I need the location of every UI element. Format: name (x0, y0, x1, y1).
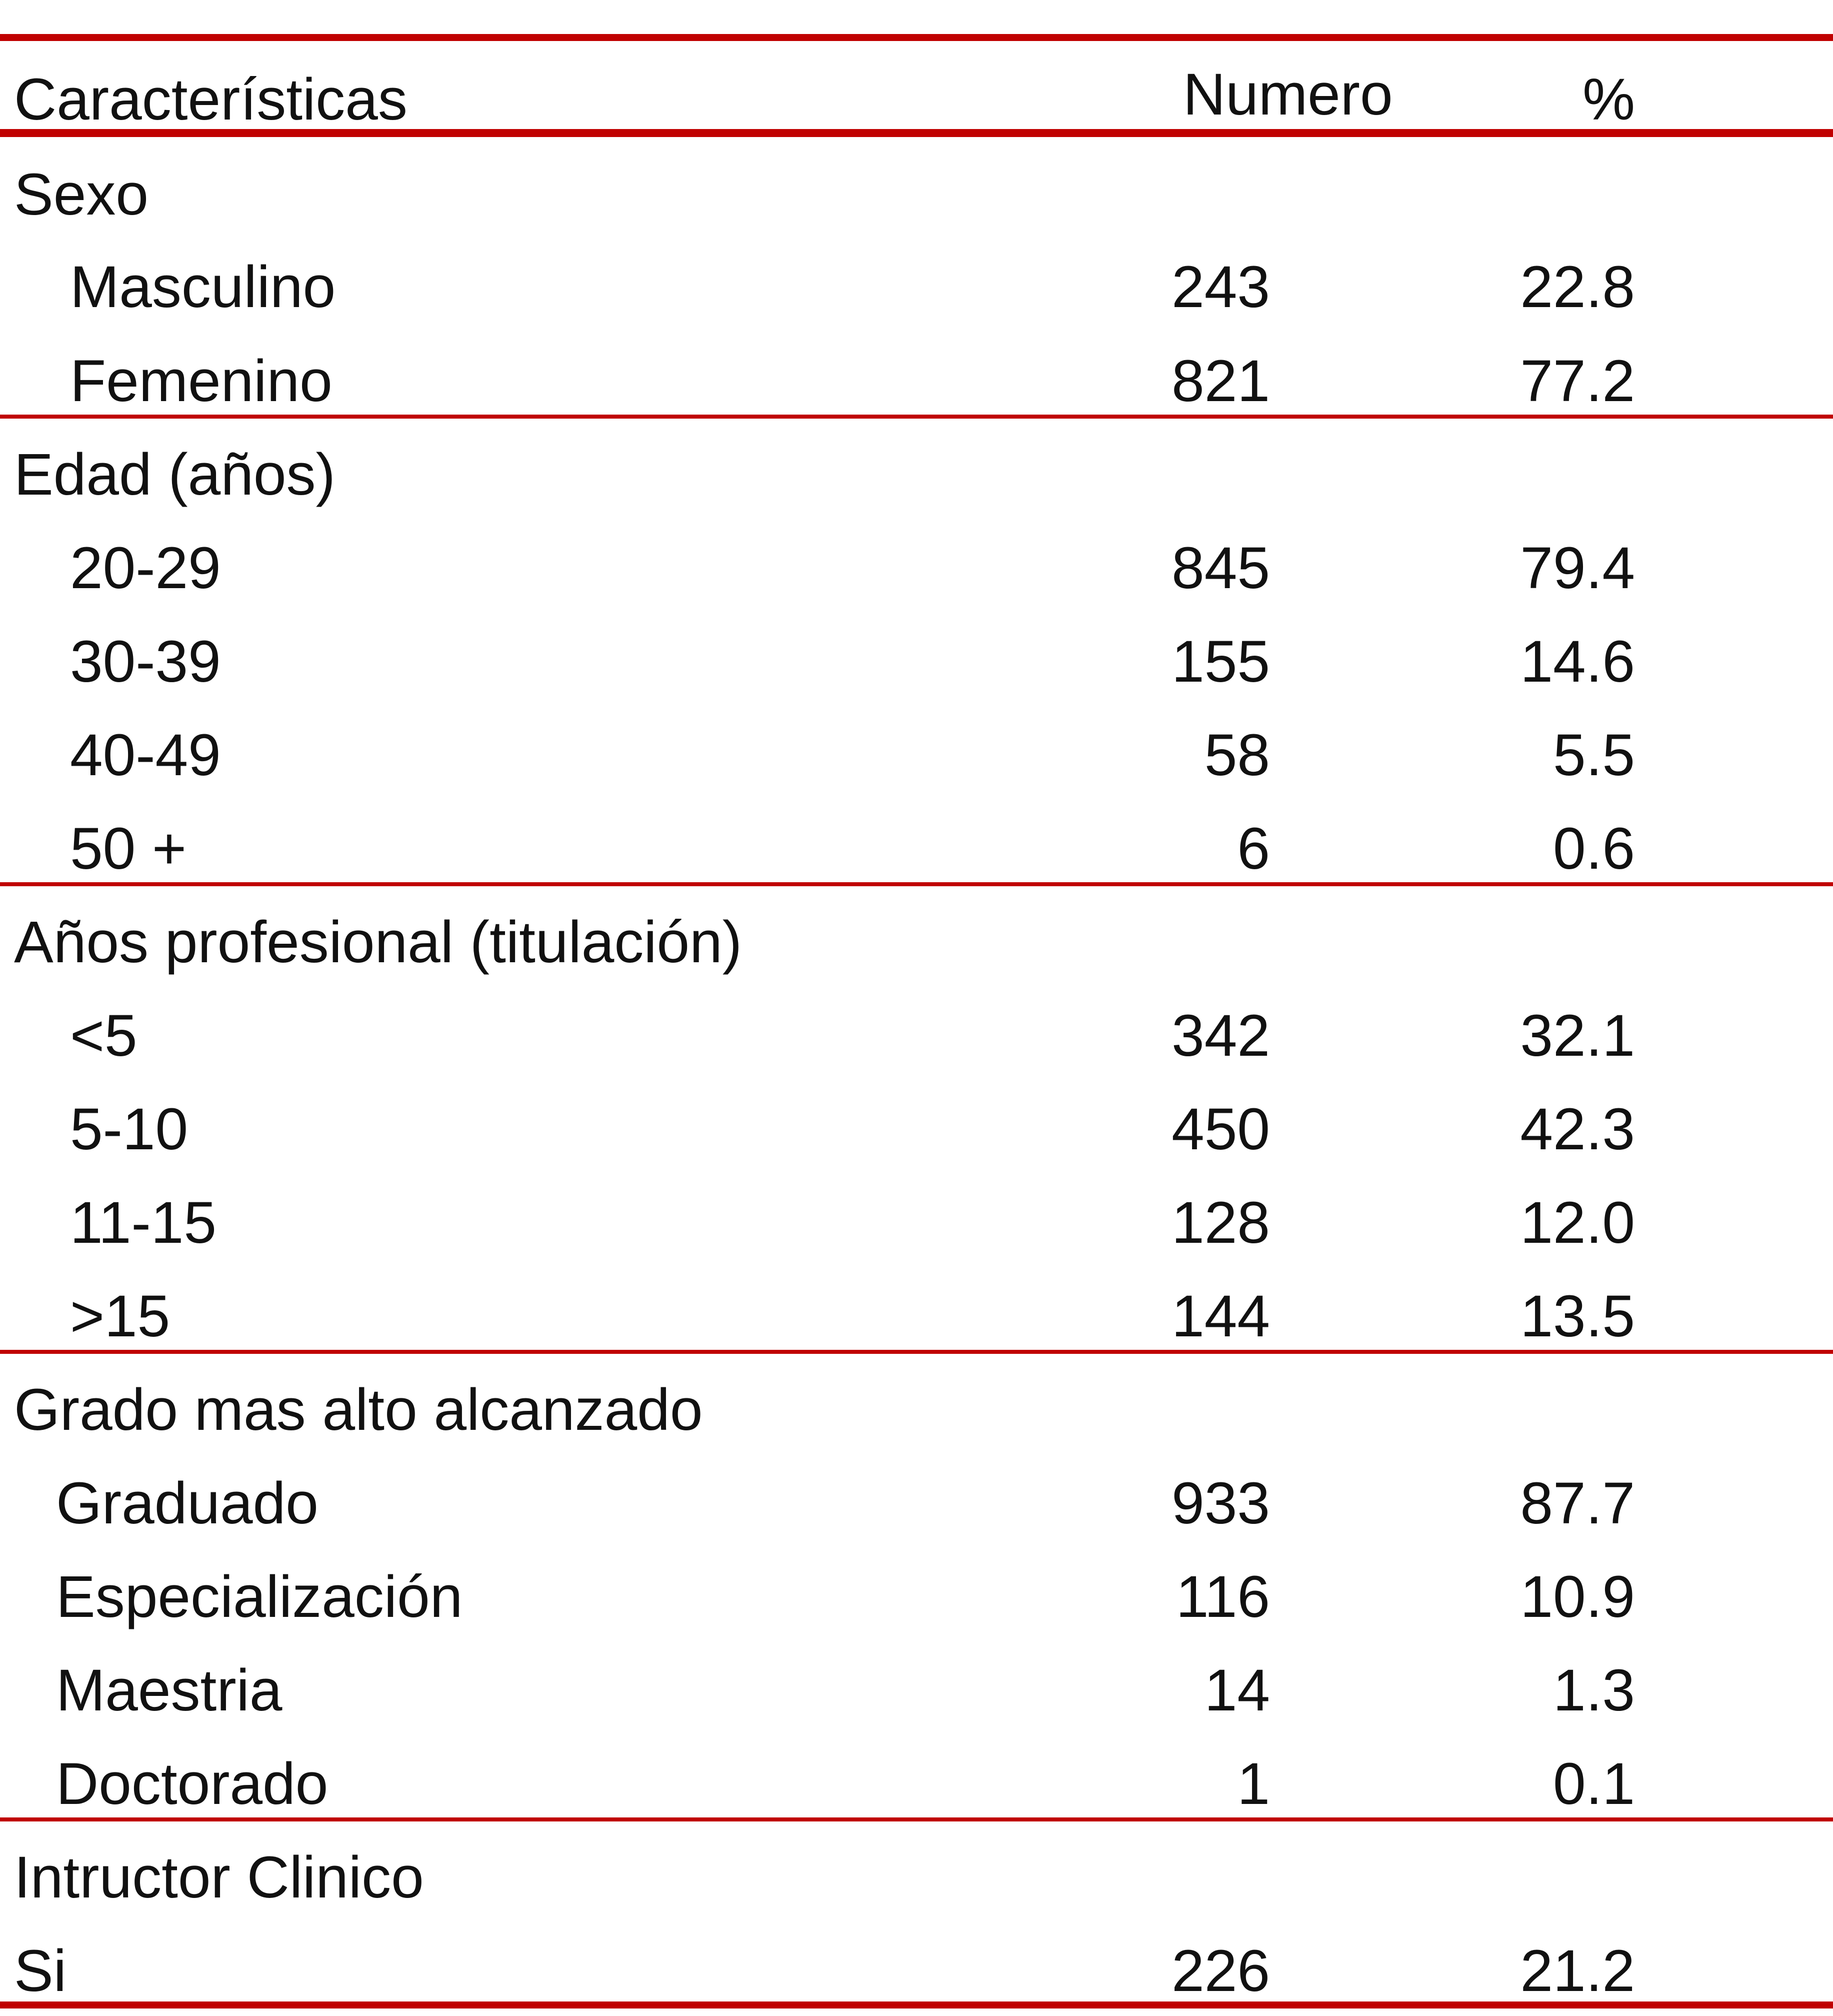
row-number: 155 (1172, 629, 1270, 695)
row-label: 50 + (70, 816, 186, 882)
row-label: <5 (70, 1003, 138, 1069)
section-rule (0, 415, 1833, 419)
row-percent: 32.1 (1520, 1003, 1635, 1069)
row-label: Especialización (56, 1564, 463, 1630)
row-number: 128 (1172, 1190, 1270, 1256)
row-label: Graduado (56, 1470, 318, 1536)
row-number: 821 (1172, 348, 1270, 414)
row-number: 1 (1237, 1751, 1270, 1817)
row-number: 6 (1237, 816, 1270, 882)
section-title: Edad (años) (14, 442, 336, 508)
row-label: 40-49 (70, 722, 221, 788)
row-percent: 14.6 (1520, 629, 1635, 695)
section-title: Sexo (14, 162, 148, 228)
row-percent: 0.1 (1552, 1751, 1635, 1817)
row-label: Maestria (56, 1657, 282, 1723)
top-rule (0, 34, 1833, 41)
row-number: 243 (1172, 254, 1270, 320)
row-percent: 10.9 (1520, 1564, 1635, 1630)
section-rule (0, 1817, 1833, 1821)
row-percent: 22.8 (1520, 254, 1635, 320)
section-title: Años profesional (titulación) (14, 909, 742, 975)
row-number: 144 (1172, 1283, 1270, 1349)
row-number: 342 (1172, 1003, 1270, 1069)
section-rule (0, 882, 1833, 886)
row-label: Masculino (70, 254, 336, 320)
row-label: 30-39 (70, 629, 221, 695)
section-title: Intructor Clinico (14, 1844, 424, 1910)
section-title: Grado mas alto alcanzado (14, 1377, 703, 1443)
row-number: 58 (1204, 722, 1270, 788)
row-percent: 12.0 (1520, 1190, 1635, 1256)
header-rule (0, 129, 1833, 137)
row-label: >15 (70, 1283, 170, 1349)
row-number: 14 (1204, 1657, 1270, 1723)
row-label: Doctorado (56, 1751, 328, 1817)
row-label: 20-29 (70, 535, 221, 601)
row-label: 11-15 (70, 1190, 217, 1256)
row-percent: 42.3 (1520, 1096, 1635, 1162)
row-percent: 5.5 (1552, 722, 1635, 788)
row-number: 450 (1172, 1096, 1270, 1162)
header-characteristic: Características (14, 67, 408, 133)
section-rule (0, 1350, 1833, 1354)
row-percent: 0.6 (1552, 816, 1635, 882)
row-number: 226 (1172, 1938, 1270, 2004)
bottom-rule (0, 2001, 1833, 2008)
header-percent: % (1582, 67, 1635, 133)
row-label: Si (14, 1938, 66, 2004)
row-number: 116 (1176, 1564, 1270, 1630)
row-label: Femenino (70, 348, 332, 414)
row-number: 845 (1172, 535, 1270, 601)
row-label: 5-10 (70, 1096, 188, 1162)
header-number: Numero (1183, 62, 1393, 128)
row-percent: 77.2 (1520, 348, 1635, 414)
row-percent: 79.4 (1520, 535, 1635, 601)
row-percent: 13.5 (1520, 1283, 1635, 1349)
row-percent: 87.7 (1520, 1470, 1635, 1536)
row-percent: 1.3 (1552, 1657, 1635, 1723)
row-percent: 21.2 (1520, 1938, 1635, 2004)
row-number: 933 (1172, 1470, 1270, 1536)
